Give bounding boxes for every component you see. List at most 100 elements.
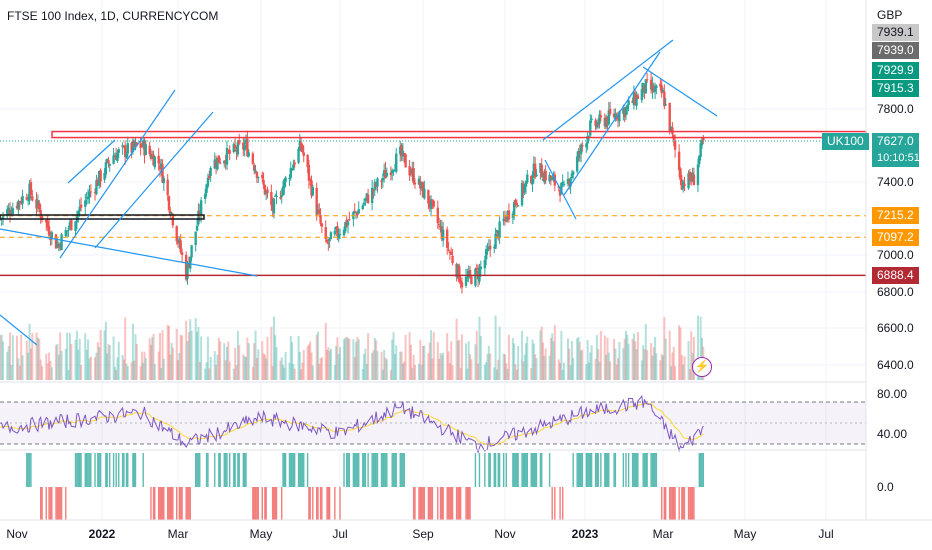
candle-body — [540, 164, 543, 178]
candle-body — [401, 150, 405, 157]
lightning-bolt-icon[interactable]: ⚡ — [692, 357, 712, 377]
candle-body — [149, 153, 153, 159]
hist-bar — [88, 453, 91, 487]
volume-bar — [515, 369, 518, 380]
candle-body — [606, 116, 609, 125]
candle-body — [170, 212, 173, 214]
candle-body — [514, 200, 517, 205]
candle-body — [400, 145, 403, 157]
volume-bar — [395, 345, 398, 380]
hist-bar — [585, 453, 588, 487]
volume-bar — [605, 354, 608, 380]
candle-body — [18, 201, 21, 203]
volume-bar — [124, 317, 127, 380]
candle-body — [189, 256, 192, 269]
candle-body — [176, 239, 180, 244]
volume-bar — [153, 364, 156, 380]
volume-bar — [603, 335, 606, 380]
candle-body — [664, 104, 667, 106]
candle-body — [344, 222, 347, 232]
volume-bar — [70, 343, 73, 380]
volume-bar — [139, 366, 142, 380]
candle-body — [578, 151, 581, 154]
candle-body — [439, 226, 442, 228]
candle-body — [643, 84, 646, 93]
hist-bar — [282, 453, 284, 487]
hist-bar — [300, 453, 302, 487]
volume-bar — [107, 344, 110, 380]
volume-bar — [98, 347, 101, 380]
candle-body — [484, 249, 488, 260]
volume-bar — [531, 339, 534, 380]
candle-body — [526, 174, 529, 183]
volume-bar — [570, 340, 573, 380]
volume-bar — [315, 334, 318, 380]
hist-bar — [188, 487, 190, 520]
time-label-mar: Mar — [167, 527, 189, 541]
hist-bar — [106, 453, 108, 487]
volume-bar — [31, 332, 34, 380]
candle-body — [632, 92, 636, 106]
candle-body — [320, 223, 324, 227]
hist-bar — [600, 453, 602, 487]
candle-body — [544, 170, 547, 181]
hist-bar — [125, 453, 128, 487]
volume-bar — [385, 359, 388, 380]
hist-bar — [512, 453, 514, 487]
candle-body — [328, 237, 331, 242]
volume-bar — [327, 347, 330, 380]
candle-body — [103, 173, 106, 180]
candle-body — [306, 155, 309, 168]
candle-body — [680, 179, 684, 190]
volume-bar — [197, 327, 200, 380]
volume-bar — [116, 357, 119, 380]
candle-body — [11, 208, 15, 215]
candle-body — [263, 184, 267, 195]
rsi-label-80: 80.00 — [877, 387, 908, 401]
candle-body — [123, 145, 127, 157]
hist-bar — [261, 487, 263, 520]
hist-bar — [516, 453, 518, 487]
volume-bar — [112, 336, 115, 380]
hist-bar — [449, 487, 451, 520]
hist-bar — [281, 487, 283, 520]
hist-bar — [673, 487, 675, 520]
hist-bar — [363, 453, 365, 487]
candle-body — [311, 187, 315, 196]
hist-bar — [85, 453, 88, 487]
volume-bar — [297, 336, 300, 380]
hist-bar — [494, 453, 497, 487]
volume-bar — [597, 349, 600, 380]
candle-body — [88, 191, 91, 198]
hist-bar — [79, 453, 81, 487]
volume-bar — [225, 346, 228, 380]
hist-bar — [97, 453, 99, 487]
rsi-ma-line — [0, 403, 704, 446]
volume-bar — [77, 349, 80, 380]
hist-bar — [176, 487, 178, 520]
volume-bar — [507, 334, 510, 380]
candle-body — [57, 243, 61, 248]
candle-body — [612, 113, 616, 118]
volume-bar — [399, 351, 402, 380]
candle-body — [562, 183, 566, 185]
hist-bar — [364, 453, 367, 487]
price-tag-2: 7939.0 — [872, 42, 919, 59]
hist-bar — [160, 487, 162, 520]
candle-body — [641, 83, 645, 92]
volume-bar — [514, 364, 517, 380]
drawing-tools — [0, 39, 867, 346]
candle-body — [553, 174, 557, 186]
candle-body — [169, 211, 172, 215]
hist-bar — [514, 453, 517, 487]
candle-body — [206, 177, 210, 187]
volume-bar — [618, 341, 621, 380]
candle-body — [447, 249, 450, 251]
volume-bar — [572, 357, 575, 380]
candle-body — [699, 143, 702, 157]
hist-bar — [554, 487, 556, 520]
volume-bar — [493, 367, 496, 380]
candle-body — [622, 108, 625, 114]
volume-bar — [427, 353, 430, 380]
